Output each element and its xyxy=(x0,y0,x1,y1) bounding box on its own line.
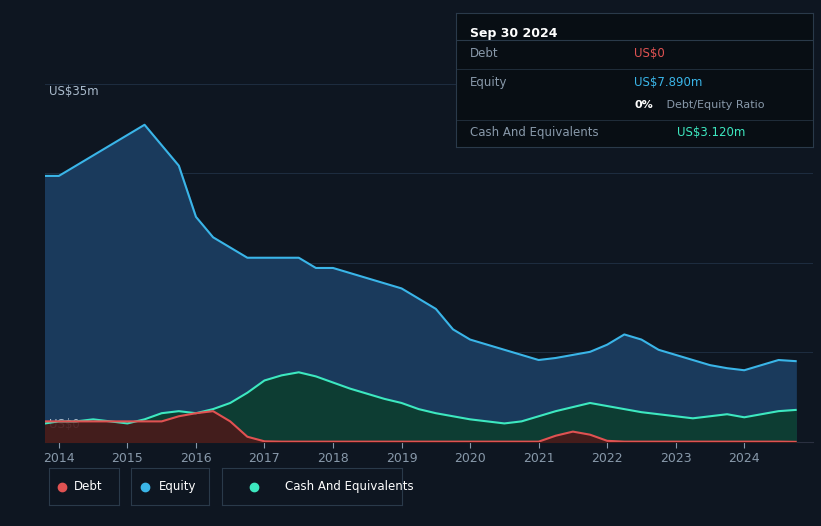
Text: Equity: Equity xyxy=(158,480,196,493)
Text: Debt/Equity Ratio: Debt/Equity Ratio xyxy=(663,100,764,110)
Text: US$0: US$0 xyxy=(635,47,665,59)
Text: Debt: Debt xyxy=(470,47,498,59)
Text: Equity: Equity xyxy=(470,76,507,89)
Text: US$3.120m: US$3.120m xyxy=(677,126,745,139)
Text: Cash And Equivalents: Cash And Equivalents xyxy=(285,480,414,493)
Text: Debt: Debt xyxy=(74,480,103,493)
Text: US$0: US$0 xyxy=(49,418,80,431)
Text: US$7.890m: US$7.890m xyxy=(635,76,703,89)
Text: 0%: 0% xyxy=(635,100,653,110)
Text: Sep 30 2024: Sep 30 2024 xyxy=(470,26,557,39)
Text: Cash And Equivalents: Cash And Equivalents xyxy=(470,126,599,139)
Text: US$35m: US$35m xyxy=(49,85,99,98)
